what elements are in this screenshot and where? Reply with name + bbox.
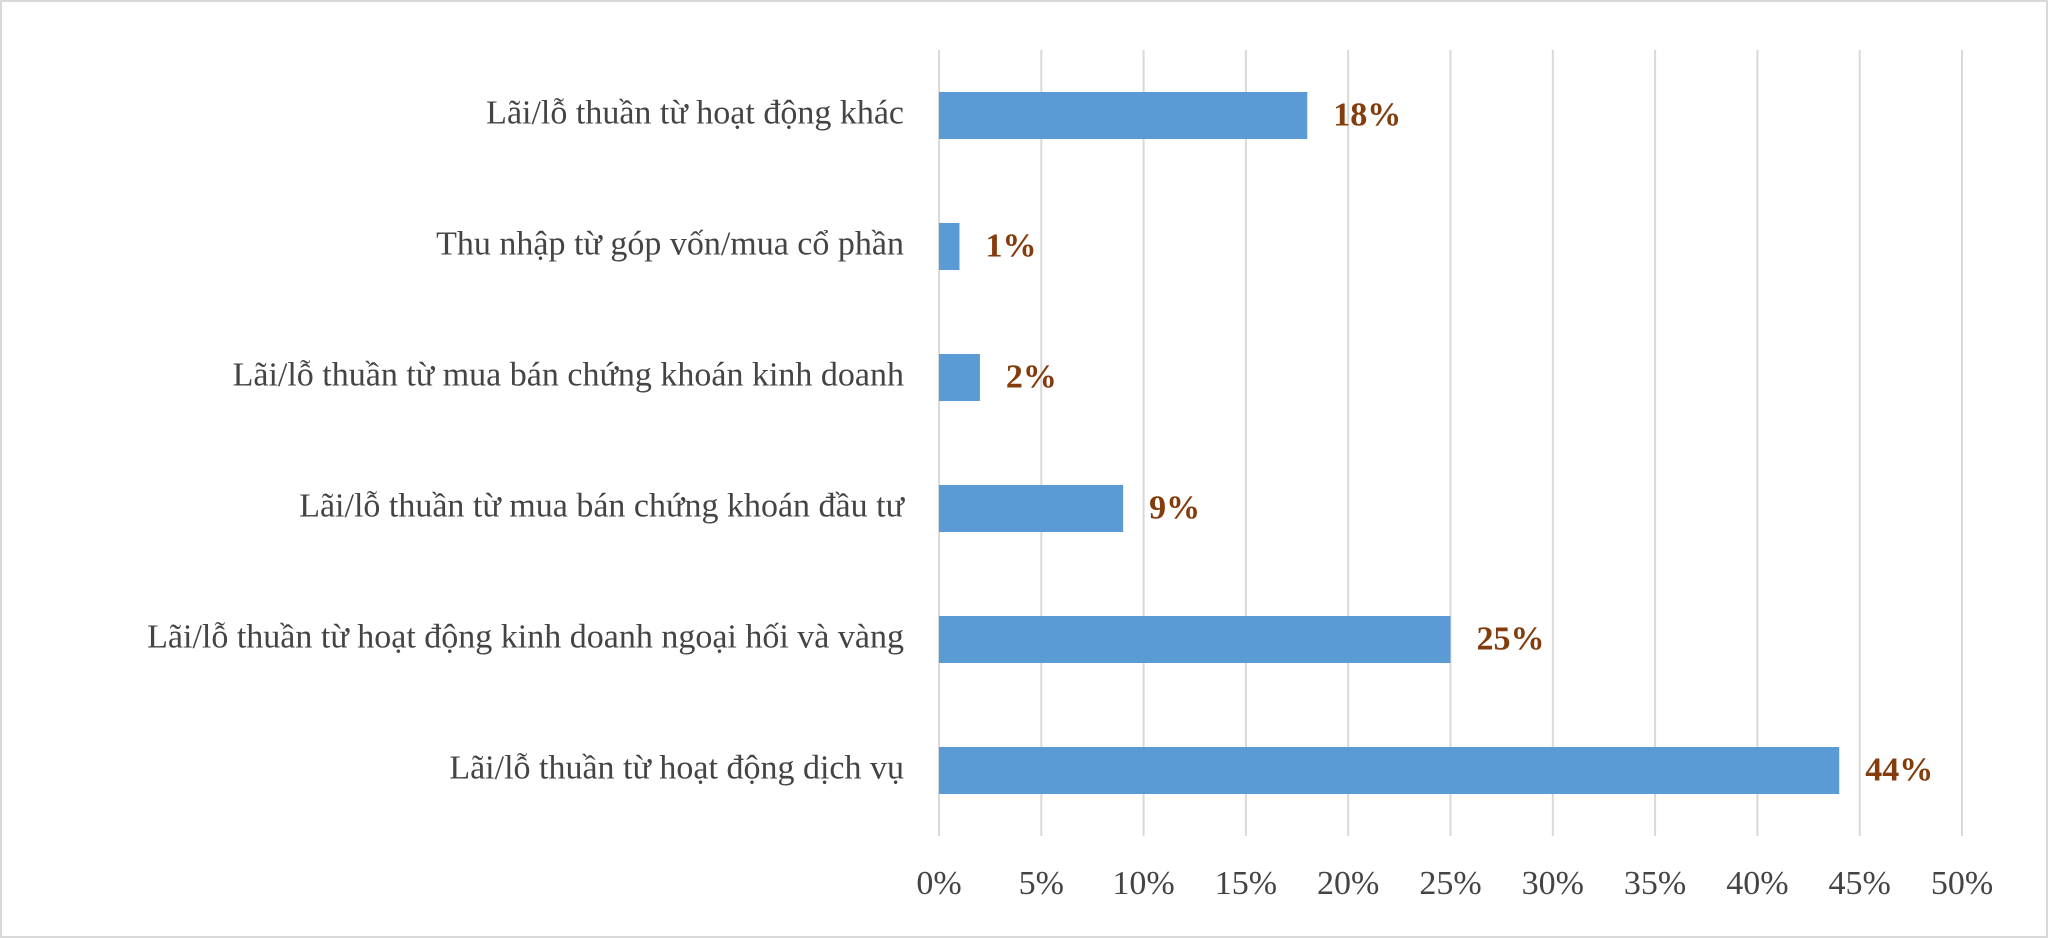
- x-tick-label: 15%: [1215, 865, 1277, 902]
- x-tick-label: 45%: [1829, 865, 1891, 902]
- x-tick-label: 0%: [916, 865, 961, 902]
- x-tick-label: 40%: [1726, 865, 1788, 902]
- data-label: 2%: [1006, 358, 1057, 395]
- bar: [939, 616, 1451, 663]
- y-tick-label: Lãi/lỗ thuần từ mua bán chứng khoán kinh…: [233, 356, 904, 393]
- bar: [939, 92, 1308, 139]
- y-tick-label: Thu nhập từ góp vốn/mua cổ phần: [436, 225, 904, 262]
- x-tick-label: 25%: [1419, 865, 1481, 902]
- x-tick-label: 10%: [1112, 865, 1174, 902]
- y-tick-label: Lãi/lỗ thuần từ mua bán chứng khoán đầu …: [299, 487, 905, 524]
- x-tick-label: 50%: [1931, 865, 1993, 902]
- data-label: 18%: [1333, 96, 1401, 133]
- data-label: 1%: [985, 227, 1036, 264]
- y-tick-label: Lãi/lỗ thuần từ hoạt động khác: [486, 94, 904, 131]
- y-tick-label: Lãi/lỗ thuần từ hoạt động kinh doanh ngo…: [147, 618, 904, 655]
- bar: [939, 485, 1124, 532]
- x-tick-label: 20%: [1317, 865, 1379, 902]
- data-label: 44%: [1865, 751, 1933, 788]
- bar: [939, 747, 1840, 794]
- bar: [939, 354, 980, 401]
- x-tick-label: 30%: [1522, 865, 1584, 902]
- y-tick-label: Lãi/lỗ thuần từ hoạt động dịch vụ: [449, 749, 904, 786]
- data-label: 9%: [1149, 489, 1200, 526]
- bar: [939, 223, 960, 270]
- x-tick-label: 35%: [1624, 865, 1686, 902]
- data-label: 25%: [1477, 620, 1545, 657]
- x-tick-label: 5%: [1019, 865, 1064, 902]
